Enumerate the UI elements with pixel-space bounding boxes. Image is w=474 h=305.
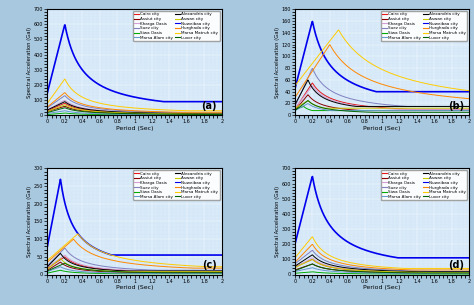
X-axis label: Period (Sec): Period (Sec): [364, 126, 401, 131]
Y-axis label: Spectral Acceleration (Gal): Spectral Acceleration (Gal): [275, 186, 280, 257]
Legend: Cairo city, Assiut city, Kharga Oasis, Suez city, Siwa Oasis, Marsa Alam city, A: Cairo city, Assiut city, Kharga Oasis, S…: [381, 170, 467, 200]
Text: (c): (c): [202, 260, 217, 270]
Y-axis label: Spectral Acceleration (Gal): Spectral Acceleration (Gal): [275, 27, 280, 98]
Y-axis label: Spectral Acceleration (Gal): Spectral Acceleration (Gal): [27, 27, 33, 98]
Legend: Cairo city, Assiut city, Kharga Oasis, Suez city, Siwa Oasis, Marsa Alam city, A: Cairo city, Assiut city, Kharga Oasis, S…: [381, 11, 467, 41]
X-axis label: Period (Sec): Period (Sec): [116, 126, 153, 131]
Text: (b): (b): [448, 101, 464, 111]
X-axis label: Period (Sec): Period (Sec): [364, 285, 401, 290]
Text: (a): (a): [201, 101, 217, 111]
Y-axis label: Spectral Acceleration (Gal): Spectral Acceleration (Gal): [27, 186, 33, 257]
Text: (d): (d): [448, 260, 464, 270]
X-axis label: Period (Sec): Period (Sec): [116, 285, 153, 290]
Legend: Cairo city, Assiut city, Kharga Oasis, Suez city, Siwa Oasis, Marsa Alam city, A: Cairo city, Assiut city, Kharga Oasis, S…: [133, 11, 219, 41]
Legend: Cairo city, Assiut city, Kharga Oasis, Suez city, Siwa Oasis, Marsa Alam city, A: Cairo city, Assiut city, Kharga Oasis, S…: [133, 170, 219, 200]
